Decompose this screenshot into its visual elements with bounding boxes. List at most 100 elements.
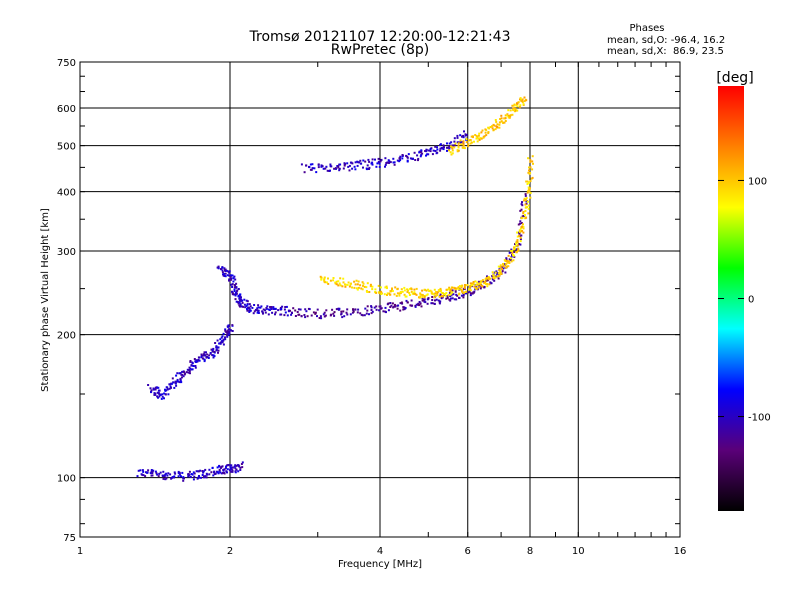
data-point bbox=[488, 283, 491, 286]
data-point bbox=[483, 285, 486, 288]
stats-line-o: mean, sd,O: -96.4, 16.2 bbox=[607, 35, 725, 46]
data-point bbox=[504, 117, 507, 120]
data-point bbox=[527, 157, 530, 160]
data-point bbox=[430, 290, 433, 293]
data-point bbox=[334, 167, 337, 170]
data-point bbox=[152, 469, 155, 472]
data-point bbox=[285, 305, 288, 308]
data-point bbox=[389, 302, 392, 304]
data-point bbox=[397, 304, 400, 307]
data-point bbox=[494, 276, 497, 279]
data-point bbox=[154, 392, 157, 395]
data-point bbox=[270, 306, 273, 308]
data-point bbox=[426, 293, 429, 296]
data-point bbox=[396, 159, 399, 162]
data-point bbox=[183, 477, 185, 480]
data-point bbox=[351, 167, 354, 170]
data-point bbox=[464, 284, 466, 286]
data-point bbox=[531, 155, 534, 158]
data-point bbox=[478, 132, 481, 135]
data-point bbox=[170, 382, 173, 385]
data-point bbox=[228, 279, 230, 282]
data-point bbox=[187, 371, 190, 374]
data-point bbox=[229, 464, 232, 467]
data-point bbox=[500, 273, 503, 275]
data-point bbox=[197, 356, 200, 359]
data-point bbox=[368, 166, 371, 169]
data-point bbox=[456, 134, 459, 137]
data-point bbox=[456, 287, 459, 290]
data-point bbox=[217, 346, 220, 349]
data-point bbox=[366, 168, 368, 171]
data-point bbox=[425, 289, 428, 292]
data-point bbox=[158, 393, 161, 396]
data-point bbox=[180, 475, 182, 478]
data-points bbox=[136, 96, 534, 482]
data-point bbox=[459, 141, 462, 144]
data-point bbox=[461, 284, 464, 287]
data-point bbox=[256, 309, 259, 312]
data-point bbox=[522, 212, 525, 215]
data-point bbox=[155, 472, 158, 475]
data-point bbox=[472, 136, 474, 139]
data-point bbox=[462, 140, 465, 143]
data-point bbox=[440, 295, 443, 297]
data-point bbox=[233, 290, 236, 293]
data-point bbox=[314, 311, 317, 314]
data-point bbox=[260, 305, 263, 308]
data-point bbox=[469, 289, 472, 292]
data-point bbox=[193, 475, 196, 478]
data-point bbox=[198, 475, 200, 477]
data-point bbox=[507, 116, 510, 119]
data-point bbox=[449, 151, 452, 154]
data-point bbox=[517, 101, 520, 104]
data-point bbox=[315, 171, 318, 174]
data-point bbox=[529, 166, 532, 169]
data-point bbox=[162, 470, 165, 473]
data-point bbox=[338, 167, 341, 170]
data-point bbox=[164, 388, 166, 391]
data-point bbox=[224, 338, 227, 341]
data-point bbox=[523, 199, 526, 202]
data-point bbox=[519, 238, 522, 241]
data-point bbox=[142, 474, 145, 477]
data-point bbox=[213, 355, 216, 358]
data-point bbox=[526, 183, 529, 185]
data-point bbox=[157, 386, 160, 389]
data-point bbox=[513, 108, 515, 111]
data-point bbox=[239, 293, 242, 296]
data-point bbox=[218, 342, 221, 345]
data-point bbox=[304, 308, 307, 311]
data-point bbox=[240, 463, 243, 465]
data-point bbox=[505, 263, 508, 266]
data-point bbox=[323, 311, 326, 314]
data-point bbox=[437, 289, 440, 292]
data-point bbox=[471, 292, 474, 295]
data-point bbox=[164, 393, 167, 396]
data-point bbox=[360, 287, 363, 290]
data-point bbox=[223, 272, 226, 275]
data-point bbox=[506, 261, 509, 264]
data-point bbox=[169, 385, 172, 388]
data-point bbox=[239, 305, 241, 307]
data-point bbox=[281, 305, 284, 308]
data-point bbox=[430, 292, 433, 295]
data-point bbox=[221, 271, 224, 274]
data-point bbox=[327, 282, 330, 285]
data-point bbox=[351, 162, 354, 165]
data-point bbox=[205, 472, 208, 475]
data-point bbox=[516, 240, 519, 243]
data-point bbox=[370, 306, 373, 309]
data-point bbox=[216, 339, 219, 342]
data-point bbox=[382, 310, 385, 313]
data-point bbox=[429, 150, 432, 153]
data-point bbox=[226, 274, 229, 277]
data-point bbox=[519, 209, 522, 212]
data-point bbox=[363, 285, 366, 288]
data-point bbox=[265, 307, 268, 309]
data-point bbox=[524, 198, 527, 201]
data-point bbox=[249, 309, 252, 312]
data-point bbox=[201, 470, 204, 472]
data-point bbox=[479, 137, 482, 140]
data-point bbox=[345, 311, 348, 314]
